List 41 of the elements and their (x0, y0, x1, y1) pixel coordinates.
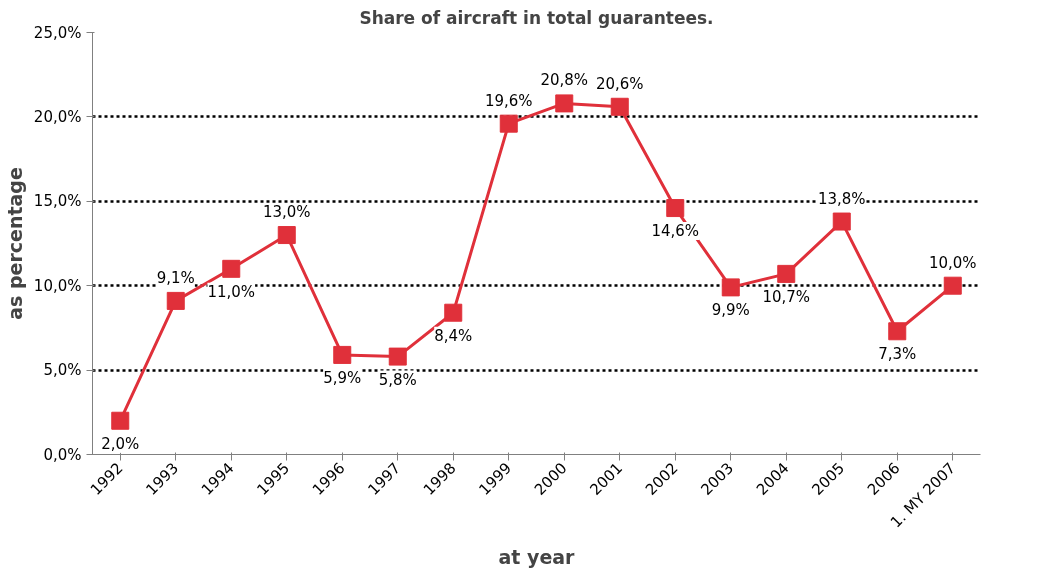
data-label: 9,9% (711, 301, 750, 320)
point (333, 345, 352, 364)
data-label: 11,0% (207, 282, 256, 301)
data-label: 2,0% (101, 434, 140, 453)
y-tick-label: 20,0% (33, 107, 82, 126)
point (943, 276, 962, 295)
point (610, 97, 629, 116)
data-label: 8,4% (434, 326, 473, 345)
point (832, 212, 851, 231)
point (555, 94, 574, 113)
point (777, 264, 796, 283)
data-label: 5,9% (323, 368, 362, 387)
point (111, 411, 130, 430)
point (166, 291, 185, 310)
y-axis-title: as percentage (3, 167, 26, 320)
data-label: 7,3% (878, 345, 917, 364)
point (222, 259, 241, 278)
point (721, 278, 740, 297)
y-tick-label: 25,0% (33, 23, 82, 42)
y-tick-label: 0,0% (43, 445, 82, 464)
chart-title: Share of aircraft in total guarantees. (359, 7, 714, 28)
y-tick-label: 10,0% (33, 276, 82, 295)
point (666, 199, 685, 218)
data-label: 19,6% (484, 91, 533, 110)
data-label: 10,0% (928, 253, 977, 272)
point (444, 303, 463, 322)
data-label: 13,8% (817, 189, 866, 208)
point (888, 322, 907, 341)
data-label: 5,8% (378, 370, 417, 389)
data-label: 9,1% (156, 268, 195, 287)
y-tick-label: 5,0% (43, 361, 82, 380)
data-label: 20,8% (540, 71, 589, 90)
x-axis-title: at year (498, 545, 576, 568)
data-label: 14,6% (651, 222, 700, 241)
point (388, 347, 407, 366)
y-tick-label: 15,0% (33, 192, 82, 211)
point (499, 114, 518, 133)
data-label: 20,6% (595, 74, 644, 93)
data-label: 13,0% (262, 203, 311, 222)
point (277, 226, 296, 245)
data-label: 10,7% (762, 287, 811, 306)
